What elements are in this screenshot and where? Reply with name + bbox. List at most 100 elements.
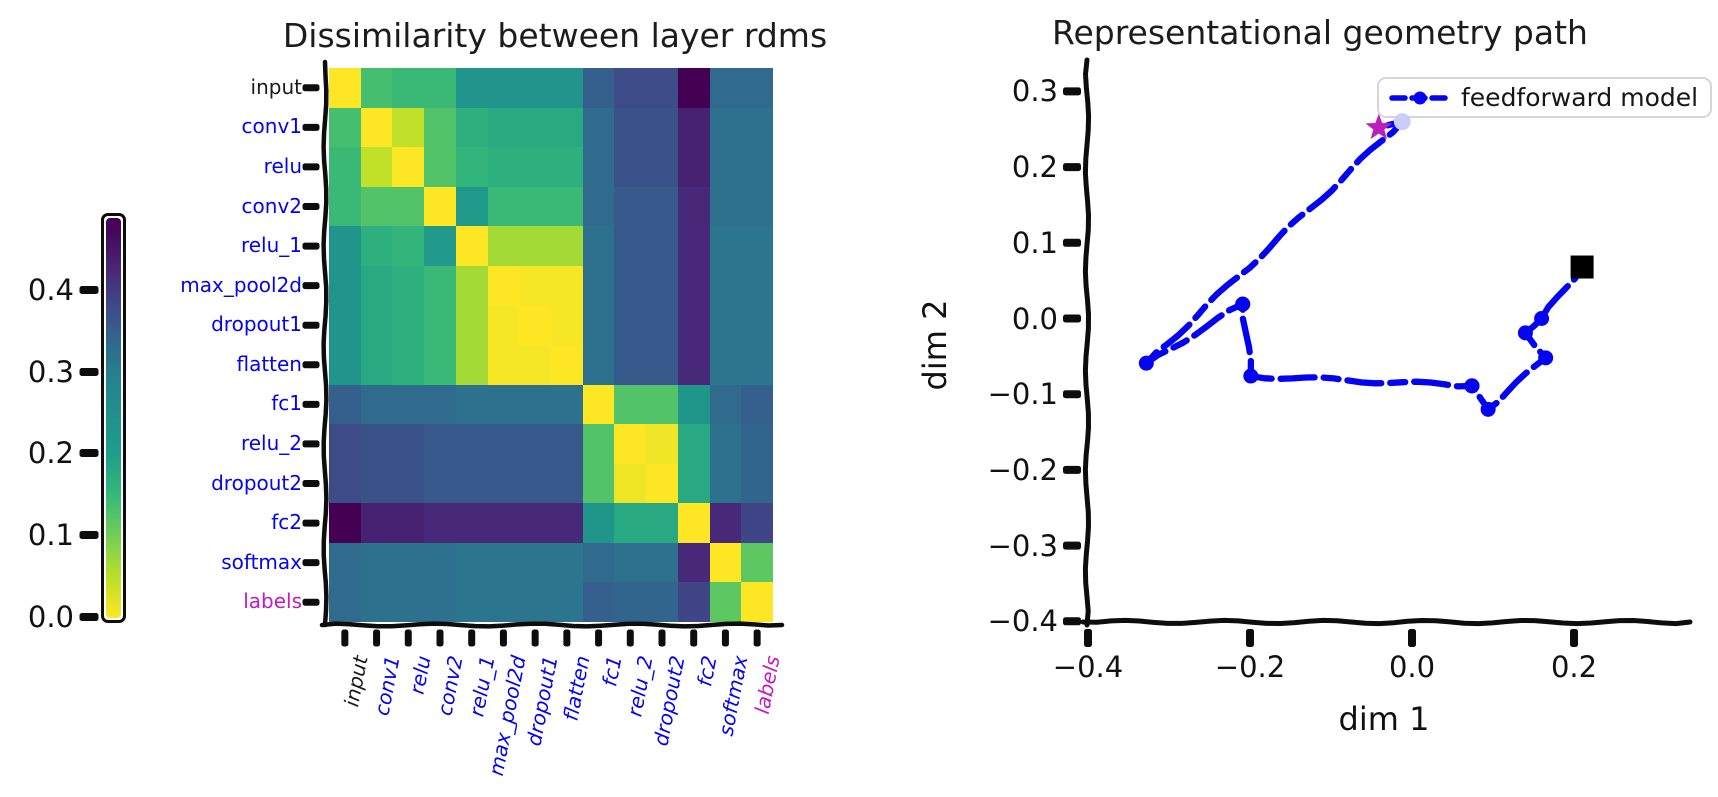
heatmap-row-label-relu_1: relu_1 [240, 233, 302, 258]
heatmap-cell [392, 345, 425, 385]
point-dropout2 [1235, 296, 1251, 312]
ytick-label-0.3: 0.3 [1011, 74, 1058, 109]
heatmap-cell [455, 463, 488, 504]
point-relu [1517, 325, 1533, 341]
heatmap-cell [424, 107, 456, 148]
heatmap-cell [487, 503, 520, 543]
heatmap-cell [487, 345, 520, 385]
heatmap-cell [582, 345, 615, 385]
heatmap-cell [329, 384, 361, 425]
colorbar-tick-label-0.3: 0.3 [27, 355, 74, 389]
heatmap-cell [550, 68, 583, 108]
heatmap-cell [329, 503, 361, 543]
heatmap-cell [614, 226, 647, 266]
heatmap-cell [550, 345, 583, 385]
heatmap-cell [677, 384, 710, 425]
heatmap-cell [677, 345, 710, 385]
heatmap-cell [677, 226, 710, 266]
heatmap-cell [646, 226, 678, 266]
heatmap-cell [582, 542, 615, 583]
heatmap-cell [329, 305, 361, 345]
heatmap-cell [424, 582, 456, 622]
heatmap-cell [392, 265, 425, 306]
heatmap-cell [392, 503, 425, 543]
heatmap-cell [614, 345, 647, 385]
heatmap-cell [646, 305, 678, 345]
heatmap-cell [329, 582, 361, 622]
heatmap-cell [519, 345, 551, 385]
heatmap-cell [424, 265, 456, 306]
heatmap-row-label-conv1: conv1 [241, 114, 302, 139]
point-fc2 [1138, 355, 1154, 371]
heatmap-cell [550, 503, 583, 543]
heatmap-cell [519, 265, 551, 306]
ytick-label-0.1: 0.1 [1011, 225, 1058, 260]
heatmap-cell [360, 542, 393, 583]
heatmap-cell [487, 542, 520, 583]
heatmap-cell [455, 582, 488, 622]
heatmap-cell [360, 463, 393, 504]
heatmap-cell [614, 542, 647, 583]
heatmap-cell [424, 503, 456, 543]
heatmap-cell [487, 463, 520, 504]
heatmap-cell [360, 345, 393, 385]
heatmap-cell [582, 384, 615, 425]
heatmap-row-label-fc2: fc2 [271, 510, 302, 535]
legend-label: feedforward model [1461, 83, 1699, 112]
heatmap-cell [677, 265, 710, 306]
heatmap-cell [741, 186, 773, 227]
heatmap-row-label-conv2: conv2 [241, 193, 302, 218]
heatmap-column-label-fc1: fc1 [596, 653, 627, 689]
heatmap-cell [709, 463, 742, 504]
heatmap-cell [360, 107, 393, 148]
heatmap-cell [582, 424, 615, 464]
heatmap-cell [709, 68, 742, 108]
colorbar-tick-label-0.4: 0.4 [27, 273, 74, 307]
heatmap-cell [424, 147, 456, 187]
heatmap-cell [392, 384, 425, 425]
colorbar-tick-label-0.2: 0.2 [27, 436, 74, 470]
heatmap-cell [392, 147, 425, 187]
heatmap-cell [646, 265, 678, 306]
heatmap-cell [424, 345, 456, 385]
heatmap-cell [709, 345, 742, 385]
heatmap-cell [487, 305, 520, 345]
heatmap-cell [487, 186, 520, 227]
heatmap-cell [741, 384, 773, 425]
heatmap-cell [455, 226, 488, 266]
heatmap-row-label-flatten: flatten [236, 351, 302, 376]
heatmap-cell [709, 305, 742, 345]
heatmap-cell [519, 542, 551, 583]
heatmap-cell [741, 107, 773, 148]
heatmap-cell [741, 147, 773, 187]
heatmap-cell [614, 503, 647, 543]
heatmap-cell [646, 582, 678, 622]
heatmap-cell [709, 503, 742, 543]
heatmap-cell [392, 582, 425, 622]
heatmap-cell [550, 582, 583, 622]
heatmap-cell [550, 424, 583, 464]
heatmap-cell [550, 384, 583, 425]
heatmap-cell [360, 68, 393, 108]
heatmap-cell [709, 147, 742, 187]
heatmap-column-label-labels: labels [749, 653, 785, 716]
heatmap-cell [455, 265, 488, 306]
heatmap-cell [424, 68, 456, 108]
heatmap-cell [519, 186, 551, 227]
point-max_pool2d [1464, 378, 1480, 394]
heatmap-cell [519, 582, 551, 622]
heatmap-cell [550, 542, 583, 583]
heatmap-cell [519, 226, 551, 266]
heatmap-cell [677, 463, 710, 504]
heatmap-cell [582, 463, 615, 504]
heatmap-column-label-relu: relu [404, 653, 436, 697]
point-conv1 [1534, 311, 1550, 326]
heatmap-cell [392, 226, 425, 266]
point-relu_2 [1235, 296, 1251, 312]
point-relu_1 [1480, 401, 1496, 417]
heatmap-cell [550, 226, 583, 266]
heatmap-cell [392, 305, 425, 345]
colorbar-tick-label-0.0: 0.0 [27, 600, 74, 634]
heatmap-cell [360, 384, 393, 425]
heatmap-cell [709, 226, 742, 266]
